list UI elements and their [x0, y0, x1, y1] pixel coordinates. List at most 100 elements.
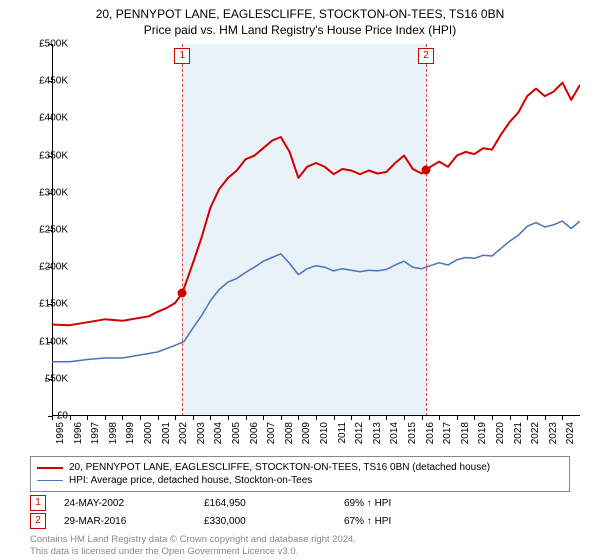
x-label: 2022 — [530, 422, 541, 444]
x-tick — [281, 416, 282, 420]
legend-row-property: 20, PENNYPOT LANE, EAGLESCLIFFE, STOCKTO… — [37, 461, 563, 474]
x-tick — [369, 416, 370, 420]
x-tick — [351, 416, 352, 420]
sale-dot-1 — [178, 289, 187, 298]
y-label: £0 — [24, 411, 68, 422]
x-tick — [334, 416, 335, 420]
x-label: 2017 — [442, 422, 453, 444]
license-line-1: Contains HM Land Registry data © Crown c… — [30, 534, 356, 545]
x-label: 1998 — [108, 422, 119, 444]
x-label: 2014 — [389, 422, 400, 444]
legend-box: 20, PENNYPOT LANE, EAGLESCLIFFE, STOCKTO… — [30, 456, 570, 492]
x-tick — [474, 416, 475, 420]
x-label: 2019 — [477, 422, 488, 444]
x-tick — [210, 416, 211, 420]
series-hpi — [52, 221, 580, 362]
x-label: 2016 — [425, 422, 436, 444]
legend-row-hpi: HPI: Average price, detached house, Stoc… — [37, 474, 563, 487]
x-tick — [140, 416, 141, 420]
x-label: 2009 — [301, 422, 312, 444]
x-tick — [122, 416, 123, 420]
x-tick — [510, 416, 511, 420]
title-line-1: 20, PENNYPOT LANE, EAGLESCLIFFE, STOCKTO… — [0, 6, 600, 22]
x-tick — [439, 416, 440, 420]
license-text: Contains HM Land Registry data © Crown c… — [30, 534, 570, 558]
x-tick — [175, 416, 176, 420]
x-label: 2013 — [372, 422, 383, 444]
x-tick — [545, 416, 546, 420]
sale-marker-2: 2 — [30, 513, 46, 529]
x-label: 1995 — [55, 422, 66, 444]
sale-hpi-1: 69% ↑ HPI — [344, 498, 484, 509]
x-tick — [492, 416, 493, 420]
legend-label-property: 20, PENNYPOT LANE, EAGLESCLIFFE, STOCKTO… — [69, 462, 490, 473]
x-label: 2008 — [284, 422, 295, 444]
x-tick — [70, 416, 71, 420]
x-tick — [263, 416, 264, 420]
sale-marker-1: 1 — [30, 495, 46, 511]
x-label: 2024 — [565, 422, 576, 444]
x-label: 2023 — [548, 422, 559, 444]
y-label: £200K — [24, 262, 68, 273]
x-tick — [158, 416, 159, 420]
x-label: 2007 — [266, 422, 277, 444]
x-label: 2002 — [178, 422, 189, 444]
x-label: 1999 — [125, 422, 136, 444]
x-tick — [228, 416, 229, 420]
x-label: 2010 — [319, 422, 330, 444]
x-label: 2018 — [460, 422, 471, 444]
y-label: £50K — [24, 373, 68, 384]
y-label: £500K — [24, 39, 68, 50]
footer: 1 24-MAY-2002 £164,950 69% ↑ HPI 2 29-MA… — [30, 494, 570, 558]
x-tick — [404, 416, 405, 420]
legend-swatch-hpi — [37, 480, 63, 481]
y-label: £400K — [24, 113, 68, 124]
y-label: £300K — [24, 187, 68, 198]
chart-container: 20, PENNYPOT LANE, EAGLESCLIFFE, STOCKTO… — [0, 0, 600, 560]
x-tick — [527, 416, 528, 420]
x-tick — [386, 416, 387, 420]
y-label: £450K — [24, 76, 68, 87]
series-svg — [52, 44, 580, 416]
x-label: 2005 — [231, 422, 242, 444]
title-block: 20, PENNYPOT LANE, EAGLESCLIFFE, STOCKTO… — [0, 0, 600, 38]
x-tick — [457, 416, 458, 420]
chart-area: 12 — [52, 44, 580, 416]
x-tick — [298, 416, 299, 420]
title-line-2: Price paid vs. HM Land Registry's House … — [0, 22, 600, 38]
x-label: 2021 — [513, 422, 524, 444]
sale-dot-2 — [422, 166, 431, 175]
y-label: £100K — [24, 336, 68, 347]
y-label: £350K — [24, 150, 68, 161]
x-tick — [562, 416, 563, 420]
x-tick — [105, 416, 106, 420]
x-tick — [422, 416, 423, 420]
x-label: 2012 — [354, 422, 365, 444]
license-line-2: This data is licensed under the Open Gov… — [30, 546, 298, 557]
x-label: 2020 — [495, 422, 506, 444]
x-label: 2001 — [161, 422, 172, 444]
y-label: £150K — [24, 299, 68, 310]
x-label: 2000 — [143, 422, 154, 444]
x-label: 2011 — [337, 422, 348, 444]
x-tick — [316, 416, 317, 420]
series-property — [52, 83, 580, 326]
sale-row-1: 1 24-MAY-2002 £164,950 69% ↑ HPI — [30, 494, 570, 512]
sale-price-2: £330,000 — [204, 516, 344, 527]
x-tick — [246, 416, 247, 420]
legend-label-hpi: HPI: Average price, detached house, Stoc… — [69, 475, 312, 486]
sale-date-2: 29-MAR-2016 — [64, 516, 204, 527]
x-label: 2003 — [196, 422, 207, 444]
x-tick — [193, 416, 194, 420]
legend-swatch-property — [37, 467, 63, 469]
sale-date-1: 24-MAY-2002 — [64, 498, 204, 509]
x-tick — [87, 416, 88, 420]
x-label: 2006 — [249, 422, 260, 444]
x-label: 2004 — [213, 422, 224, 444]
sale-hpi-2: 67% ↑ HPI — [344, 516, 484, 527]
x-label: 1996 — [73, 422, 84, 444]
x-label: 1997 — [90, 422, 101, 444]
x-label: 2015 — [407, 422, 418, 444]
sale-price-1: £164,950 — [204, 498, 344, 509]
sale-row-2: 2 29-MAR-2016 £330,000 67% ↑ HPI — [30, 512, 570, 530]
